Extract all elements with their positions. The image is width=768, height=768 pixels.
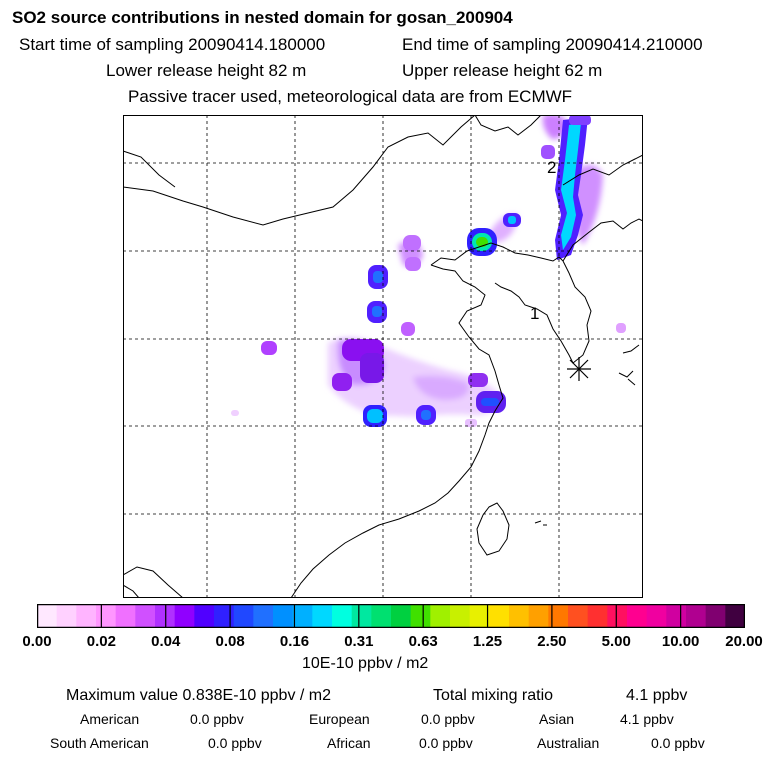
region-european-value: 0.0 ppbv <box>421 711 475 727</box>
region-european-name: European <box>309 711 370 727</box>
colorbar-tick-label: 0.63 <box>408 633 438 650</box>
total-mixing-label: Total mixing ratio <box>433 687 554 704</box>
hotspot <box>332 373 352 391</box>
colorbar-segment <box>96 604 117 628</box>
colorbar-segment <box>371 604 392 628</box>
colorbar-segment <box>391 604 412 628</box>
colorbar-segment <box>76 604 97 628</box>
hotspot <box>481 398 499 406</box>
hotspot <box>367 409 383 423</box>
colorbar-tick-label: 0.16 <box>279 633 310 650</box>
colorbar-segment <box>332 604 353 628</box>
colorbar-segment <box>686 604 707 628</box>
colorbar-tick-label: 1.25 <box>472 633 503 650</box>
end-sampling-label: End time of sampling 20090414.210000 <box>402 35 703 54</box>
upper-release-label: Upper release height 62 m <box>402 61 603 80</box>
colorbar-segment <box>725 604 745 628</box>
colorbar-tick-label: 20.00 <box>725 633 763 650</box>
colorbar-unit-label: 10E-10 ppbv / m2 <box>302 655 429 672</box>
asterisk-station-icon <box>567 357 591 381</box>
coastlines <box>123 115 643 598</box>
marker-2: 2 <box>547 158 556 177</box>
hotspot <box>401 322 415 336</box>
hotspot <box>468 373 488 387</box>
colorbar-tick-label: 0.04 <box>151 633 181 650</box>
colorbar-tick-label: 5.00 <box>601 633 631 650</box>
region-american-name: American <box>80 711 140 727</box>
colorbar-segment <box>155 604 176 628</box>
region-asian-value: 4.1 ppbv <box>620 711 674 727</box>
hotspot <box>541 145 555 159</box>
region-american-value: 0.0 ppbv <box>190 711 244 727</box>
region-australian-value: 0.0 ppbv <box>651 735 705 751</box>
colorbar-segment <box>115 604 136 628</box>
colorbar-segment <box>312 604 333 628</box>
region-south-american-name: South American <box>50 735 149 751</box>
colorbar-segment <box>292 604 313 628</box>
map-frame <box>123 115 643 598</box>
colorbar-segment <box>174 604 195 628</box>
colorbar-tick-label: 2.50 <box>537 633 567 650</box>
colorbar-segment <box>351 604 372 628</box>
colorbar-segment <box>469 604 490 628</box>
colorbar-tick-label: 0.08 <box>215 633 245 650</box>
colorbar-segment <box>37 604 58 628</box>
colorbar-segment <box>627 604 648 628</box>
colorbar-segment <box>666 604 687 628</box>
hotspot <box>508 216 516 224</box>
hotspot <box>372 306 382 317</box>
start-sampling-label: Start time of sampling 20090414.180000 <box>19 35 326 54</box>
hotspots <box>231 115 626 427</box>
region-australian-name: Australian <box>537 735 600 751</box>
hotspot <box>569 115 591 125</box>
tracer-info-label: Passive tracer used, meteorological data… <box>128 87 573 106</box>
colorbar-segment <box>430 604 451 628</box>
colorbar-segment <box>410 604 431 628</box>
colorbar-segment <box>528 604 549 628</box>
colorbar <box>37 604 745 628</box>
colorbar-segment <box>253 604 274 628</box>
colorbar-frame <box>37 604 745 628</box>
colorbar-segment <box>587 604 608 628</box>
colorbar-tick-label: 10.00 <box>661 633 700 650</box>
lower-release-label: Lower release height 82 m <box>106 61 307 80</box>
hotspot <box>403 235 421 251</box>
total-mixing-value: 4.1 ppbv <box>626 687 688 704</box>
region-african-name: African <box>327 735 371 751</box>
colorbar-segment <box>705 604 726 628</box>
colorbar-segment <box>135 604 156 628</box>
colorbar-segment <box>568 604 589 628</box>
chart-title: SO2 source contributions in nested domai… <box>12 8 513 27</box>
colorbar-tick-label: 0.02 <box>86 633 116 650</box>
colorbar-segment <box>646 604 667 628</box>
hotspot <box>421 410 431 420</box>
colorbar-tick-label: 0.31 <box>344 633 374 650</box>
colorbar-segment <box>194 604 215 628</box>
colorbar-segment <box>607 604 628 628</box>
region-south-american-value: 0.0 ppbv <box>208 735 262 751</box>
marker-1: 1 <box>530 304 539 323</box>
colorbar-segment <box>56 604 77 628</box>
colorbar-segment <box>214 604 235 628</box>
hotspot <box>405 257 421 271</box>
hotspot <box>373 271 383 283</box>
region-african-value: 0.0 ppbv <box>419 735 473 751</box>
graticule <box>123 115 643 598</box>
hotspot <box>616 323 626 333</box>
colorbar-tick-label: 0.00 <box>22 633 52 650</box>
concentration-map: 1 2 <box>123 115 643 598</box>
hotspot <box>261 341 277 355</box>
max-value-label: Maximum value 0.838E-10 ppbv / m2 <box>66 687 332 704</box>
colorbar-segment <box>273 604 294 628</box>
colorbar-segment <box>233 604 254 628</box>
colorbar-segment <box>509 604 530 628</box>
colorbar-segment <box>489 604 510 628</box>
hotspot <box>561 123 581 250</box>
colorbar-segment <box>450 604 471 628</box>
hotspot <box>360 353 384 383</box>
colorbar-segment <box>548 604 569 628</box>
hotspot <box>231 410 239 416</box>
region-asian-name: Asian <box>539 711 575 727</box>
